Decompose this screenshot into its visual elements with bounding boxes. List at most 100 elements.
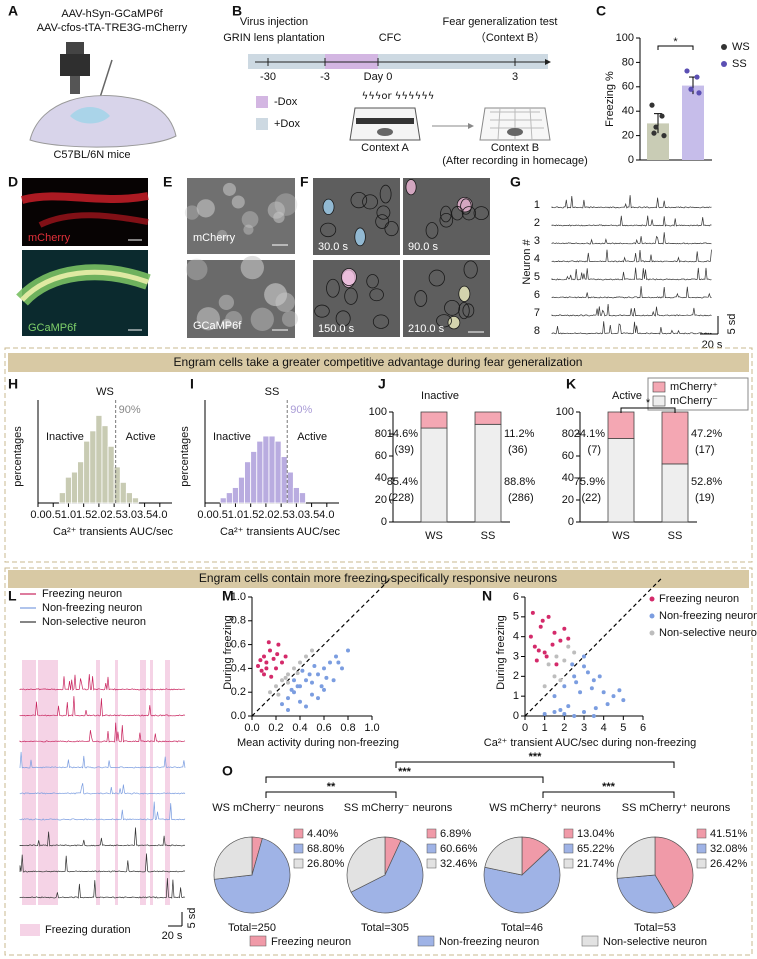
data-point [334, 654, 338, 659]
y-tick-label: 80 [562, 428, 574, 440]
cell [240, 255, 264, 280]
data-point [292, 666, 296, 671]
panel-label: B [232, 3, 242, 19]
data-point [310, 692, 314, 697]
y-tick-label: 60 [375, 450, 387, 462]
x-tick-label: 4.0 [319, 509, 334, 521]
histogram-bar [113, 466, 121, 504]
bar-segment [661, 463, 689, 523]
legend-label: mCherry⁺ [670, 381, 718, 393]
legend-swatch [696, 858, 707, 869]
data-point [558, 678, 563, 683]
section-banner [8, 570, 749, 588]
legend-label: Non-selective neuron [42, 616, 146, 628]
significance-label: *** [529, 751, 543, 763]
freezing-band [22, 660, 36, 905]
data-point [552, 710, 557, 715]
cell-outline [462, 303, 475, 318]
cell [264, 283, 288, 307]
y-tick-label: 80 [375, 428, 387, 440]
cell-outline [379, 184, 392, 204]
legend-swatch [293, 843, 304, 854]
trace [551, 232, 712, 245]
bar-segment [607, 438, 635, 523]
cell-outline [344, 287, 358, 305]
x-tick-label: 0.2 [268, 722, 283, 734]
x-tick-label: SS [668, 530, 683, 542]
legend-marker [721, 44, 727, 50]
virus-text: AAV-hSyn-GCaMP6f [61, 8, 163, 20]
neuron-number: 5 [534, 271, 540, 283]
event-label: CFC [379, 32, 402, 44]
significance-bracket [395, 761, 675, 768]
data-point [566, 644, 571, 649]
histogram-bar [101, 425, 109, 504]
freezing-band [115, 660, 118, 905]
cell [217, 229, 228, 241]
data-point [346, 648, 350, 653]
x-tick-label: 5 [620, 722, 626, 734]
panel-label: A [8, 3, 18, 19]
legend-swatch [426, 858, 437, 869]
scale-label: 5 sd [186, 908, 198, 929]
data-point [256, 664, 260, 669]
data-point [286, 680, 290, 685]
x-tick-label: SS [481, 530, 496, 542]
cell-outline [414, 290, 428, 307]
y-tick-label: 20 [562, 494, 574, 506]
legend-label: Freezing neuron [659, 593, 739, 605]
y-tick-label: 20 [622, 130, 634, 142]
brain-region [70, 107, 110, 124]
histogram-bar [299, 492, 306, 504]
data-point [280, 678, 284, 683]
panel-label: H [8, 376, 18, 392]
data-point [271, 656, 276, 661]
histogram-bar [83, 440, 91, 504]
legend-label: +Dox [274, 118, 300, 130]
value-label: 6.89% [440, 828, 471, 840]
legend-label: Non-freezing neuron [659, 610, 757, 622]
cell-outline [458, 285, 471, 302]
histogram-bar [71, 471, 78, 504]
data-point [651, 130, 657, 136]
image-label: mCherry [28, 232, 71, 244]
data-point [572, 650, 577, 655]
dox-legend: -Dox +Dox [256, 96, 300, 130]
data-point [304, 678, 308, 683]
cell [281, 310, 299, 327]
panel-label: N [482, 588, 492, 604]
mouse-illustration [29, 42, 177, 148]
panel-label: G [510, 174, 521, 190]
data-point [558, 638, 563, 643]
histogram-bar [95, 415, 103, 504]
histogram-bar [274, 440, 282, 504]
data-point [264, 666, 269, 671]
data-point [574, 680, 579, 685]
x-tick-label: 0 [522, 722, 528, 734]
x-axis-label: Ca²⁺ transients AUC/sec [53, 526, 174, 538]
count-label: (286) [508, 492, 534, 504]
data-point [570, 662, 575, 667]
data-point [585, 670, 590, 675]
legend-label: -Dox [274, 96, 298, 108]
cell-outline [444, 299, 461, 316]
x-axis-label: Ca²⁺ transient AUC/sec during non-freezi… [484, 737, 696, 749]
y-tick-label: 2 [513, 670, 519, 682]
data-point [266, 640, 271, 645]
y-tick-label: 100 [556, 406, 574, 418]
cell [184, 205, 200, 220]
trace [551, 321, 712, 335]
count-label: (228) [388, 492, 414, 504]
freezing-band [38, 660, 58, 905]
histogram-bar [107, 445, 115, 504]
data-point [542, 650, 547, 655]
significance-label: *** [398, 766, 412, 778]
y-tick-label: 40 [562, 472, 574, 484]
timeline-ticks: -30 -3 Day 0 3 [260, 58, 518, 83]
context-label: Context B [491, 142, 539, 154]
count-label: (17) [695, 444, 715, 456]
micrograph-band [20, 192, 149, 204]
count-label: (22) [581, 492, 601, 504]
data-point [530, 610, 535, 615]
data-point [554, 654, 559, 659]
